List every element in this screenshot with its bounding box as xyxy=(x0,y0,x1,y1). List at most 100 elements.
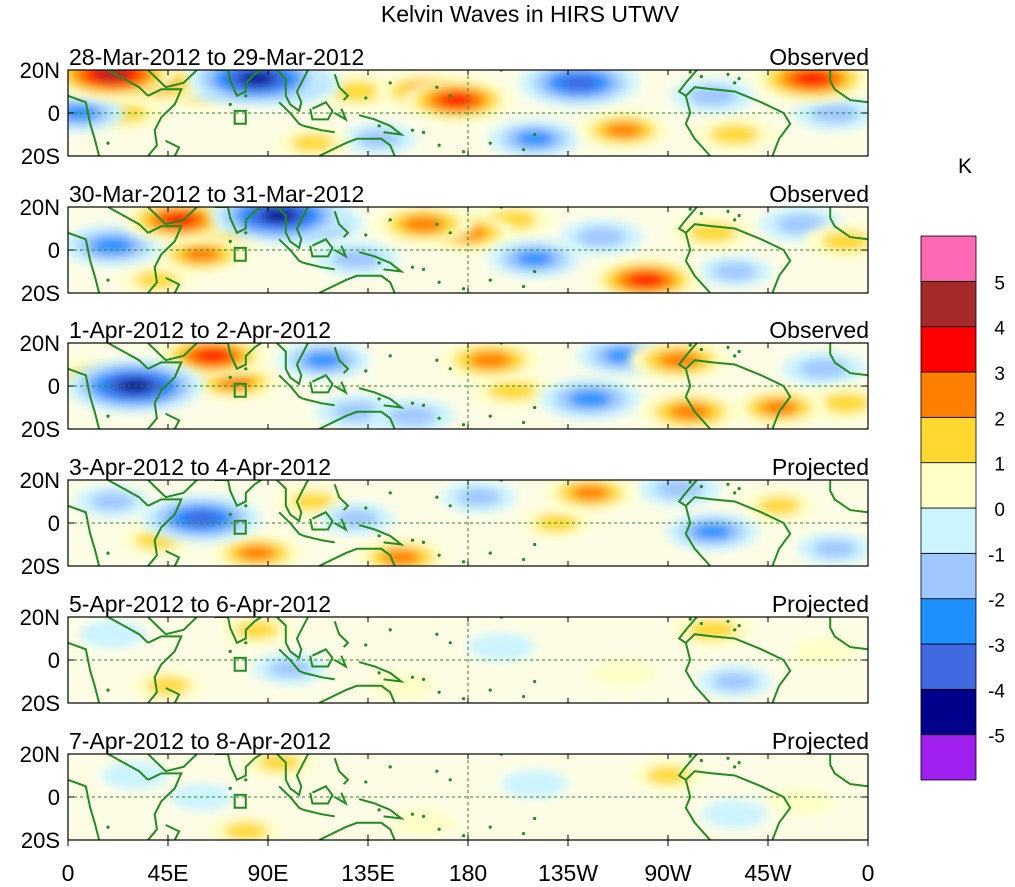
anomaly-contour xyxy=(237,545,277,561)
anomaly-blob xyxy=(732,388,826,427)
island xyxy=(488,141,492,145)
island xyxy=(688,70,692,74)
anomaly-blob xyxy=(208,815,284,840)
anomaly-contour xyxy=(290,133,335,153)
anomaly-blob xyxy=(252,652,328,685)
island xyxy=(421,677,426,681)
colorbar-box xyxy=(920,462,977,509)
colorbar-box xyxy=(920,507,977,554)
island xyxy=(533,132,537,137)
y-tick-label: 20N xyxy=(20,605,60,630)
anomaly-blob xyxy=(101,761,168,790)
anomaly-contour xyxy=(757,496,801,516)
anomaly-blob xyxy=(141,494,262,543)
panel-date-range: 1-Apr-2012 to 2-Apr-2012 xyxy=(69,317,331,343)
panel-stack: 20N 0 20S 28-Mar-2012 to 29-Mar-2012 Observe… xyxy=(20,44,869,853)
colorbar-label: -3 xyxy=(988,636,1005,657)
coastline xyxy=(147,772,183,840)
colorbar-box xyxy=(920,326,977,373)
island xyxy=(533,405,537,410)
coastline xyxy=(303,671,335,681)
coastline xyxy=(147,361,183,429)
colorbar-label: 1 xyxy=(994,455,1005,476)
island xyxy=(106,414,110,418)
coastline xyxy=(684,368,711,429)
coastline xyxy=(147,70,198,89)
island xyxy=(461,287,466,291)
coastline xyxy=(309,238,334,258)
island xyxy=(699,74,703,79)
colorbar-label: -2 xyxy=(988,591,1005,612)
island xyxy=(737,214,741,218)
anomaly-contour xyxy=(501,769,568,799)
island xyxy=(688,480,692,484)
coastline xyxy=(318,547,396,566)
island xyxy=(521,557,526,562)
island xyxy=(435,632,439,636)
anomaly-field xyxy=(74,480,868,566)
panel-status: Projected xyxy=(772,454,869,480)
anomaly-blob xyxy=(665,512,759,551)
island xyxy=(437,827,441,831)
anomaly-blob xyxy=(639,391,742,429)
coastline xyxy=(318,684,396,703)
anomaly-contour xyxy=(91,237,134,255)
colorbar-label: -1 xyxy=(988,545,1005,566)
y-tick-label: 20N xyxy=(20,58,60,83)
anomaly-blob xyxy=(692,117,777,152)
anomaly-blob xyxy=(543,480,637,512)
panel-3: 20N 0 20S 1-Apr-2012 to 2-Apr-2012 Observed xyxy=(20,317,869,442)
coastline xyxy=(677,480,792,566)
anomaly-contour xyxy=(182,246,221,263)
island xyxy=(377,671,381,675)
colorbar-box xyxy=(920,688,977,736)
island xyxy=(410,401,415,405)
island xyxy=(521,694,526,699)
panel-status: Observed xyxy=(769,181,869,207)
coastline xyxy=(278,511,305,537)
coastline xyxy=(334,518,348,532)
colorbar-box xyxy=(920,371,977,418)
anomaly-contour xyxy=(576,226,626,248)
island xyxy=(364,96,368,100)
anomaly-blob xyxy=(797,533,868,565)
island xyxy=(388,491,392,495)
island xyxy=(410,128,415,132)
island xyxy=(533,542,537,547)
island xyxy=(388,628,392,632)
island xyxy=(244,641,248,645)
coastline xyxy=(303,261,335,271)
coastline xyxy=(318,137,396,156)
coastline xyxy=(68,778,101,840)
anomaly-contour xyxy=(810,102,860,124)
anomaly-contour xyxy=(821,231,868,252)
island xyxy=(461,560,466,564)
anomaly-contour xyxy=(693,523,732,540)
coastline xyxy=(276,617,309,660)
island xyxy=(521,420,526,425)
colorbar-box xyxy=(920,280,977,328)
anomaly-blob xyxy=(441,481,517,513)
coastline xyxy=(165,550,181,566)
coastline xyxy=(147,343,198,362)
panel-date-range: 3-Apr-2012 to 4-Apr-2012 xyxy=(69,454,331,480)
island xyxy=(388,765,392,769)
anomaly-blob xyxy=(670,78,755,114)
island xyxy=(410,812,415,816)
x-tick-label: 135W xyxy=(538,860,598,886)
coastline xyxy=(165,140,181,156)
x-tick-label: 0 xyxy=(62,860,75,886)
coastline xyxy=(214,207,262,235)
panel-status: Observed xyxy=(769,317,869,343)
coastline xyxy=(829,343,868,377)
island xyxy=(421,130,426,134)
island xyxy=(410,675,415,679)
reference-box xyxy=(233,519,247,535)
y-tick-label: 20N xyxy=(20,742,60,767)
coastline xyxy=(147,635,183,703)
anomaly-contour xyxy=(146,676,190,696)
coastline xyxy=(214,480,262,508)
island xyxy=(421,540,426,544)
coastline xyxy=(276,754,309,797)
island xyxy=(377,397,381,401)
